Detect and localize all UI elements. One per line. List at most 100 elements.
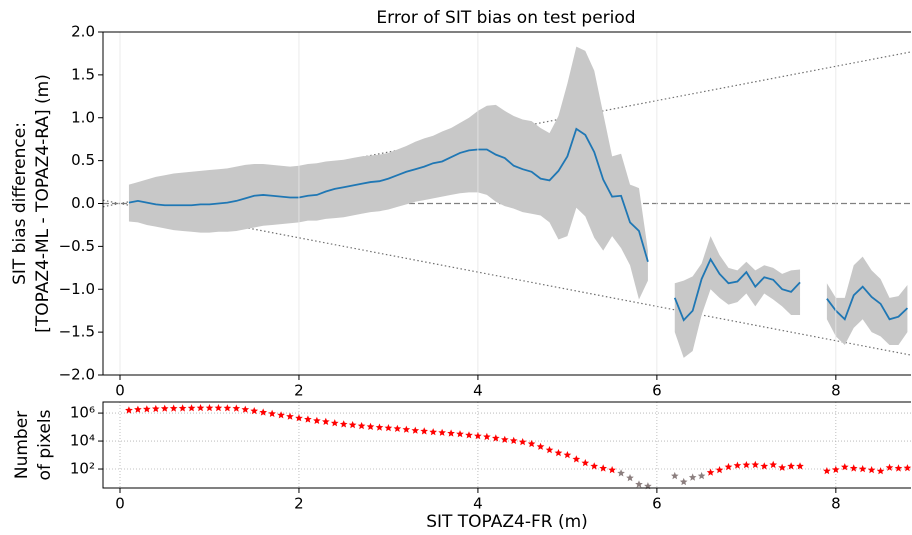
count-star (492, 434, 500, 442)
count-star (304, 415, 312, 423)
count-star (152, 404, 160, 413)
count-star (330, 419, 339, 427)
count-star (447, 429, 455, 437)
count-star (608, 466, 616, 474)
count-star (742, 461, 751, 469)
count-star (751, 460, 760, 469)
count-star (903, 464, 912, 472)
count-star (688, 473, 697, 481)
x-tick-label: 0 (115, 495, 125, 513)
count-star (438, 428, 446, 436)
axes-frame (102, 31, 911, 376)
count-star (232, 404, 241, 412)
y-tick-label: 10⁶ (70, 404, 95, 422)
count-star (545, 446, 554, 454)
y-tick-label: 0.5 (71, 151, 95, 169)
count-star (671, 471, 679, 480)
count-star (223, 404, 232, 412)
count-star (679, 477, 688, 486)
mean-line (128, 127, 909, 322)
count-star (474, 432, 482, 440)
count-star (599, 464, 607, 472)
count-star (241, 405, 250, 413)
count-star (411, 426, 420, 434)
count-star (626, 474, 634, 482)
y-tick-label: −1.5 (59, 323, 95, 341)
count-star (456, 430, 464, 438)
count-star (787, 462, 795, 470)
count-star (876, 467, 885, 475)
count-star (527, 439, 536, 448)
count-star (187, 404, 196, 412)
count-star (635, 480, 643, 488)
count-star (205, 404, 214, 412)
count-star (214, 404, 223, 412)
count-star (581, 459, 590, 467)
count-star (250, 407, 258, 415)
count-star (393, 424, 402, 432)
count-star (125, 406, 133, 414)
count-star (509, 436, 518, 444)
y-tick-label: 1.5 (71, 65, 95, 83)
x-tick-label: 6 (652, 382, 662, 400)
count-star (366, 422, 375, 430)
x-tick-label: 8 (831, 495, 841, 513)
count-star (796, 462, 804, 470)
x-tick-label: 8 (831, 382, 841, 400)
count-star (778, 463, 786, 471)
count-star (849, 464, 858, 472)
count-star (402, 425, 411, 433)
y-tick-label: 2.0 (71, 23, 95, 41)
count-star (563, 451, 572, 459)
count-star (143, 405, 151, 413)
count-star (572, 455, 581, 463)
count-star (286, 412, 294, 420)
x-axis-label: SIT TOPAZ4-FR (m) (426, 512, 588, 532)
x-tick-label: 2 (294, 495, 304, 513)
y-tick-label: 1.0 (71, 108, 95, 126)
y-axis-label: SIT bias difference: (10, 122, 30, 285)
count-star (697, 471, 706, 480)
count-star (375, 423, 384, 431)
y-tick-label: −1.0 (59, 280, 95, 298)
count-star (867, 466, 876, 474)
count-star (885, 463, 894, 471)
y-axis-label: Number (12, 411, 32, 479)
count-star (760, 462, 769, 470)
count-star (769, 460, 777, 469)
count-star (518, 438, 527, 446)
count-star (277, 411, 285, 419)
count-star (724, 462, 733, 471)
count-star (384, 424, 393, 432)
count-star (733, 461, 742, 469)
count-star (420, 427, 428, 435)
count-star (823, 467, 831, 475)
x-tick-label: 6 (652, 495, 662, 513)
count-star (322, 417, 330, 425)
x-tick-label: 2 (294, 382, 304, 400)
count-star (313, 416, 321, 424)
clip-group (103, 46, 912, 358)
error-band (128, 46, 908, 358)
count-star (169, 404, 178, 412)
count-star (590, 462, 598, 470)
count-star (465, 431, 473, 439)
plot-area: 0 2 4 6 8 10² 10⁴ 10⁶ Number of pixels SIT TOPAZ4-… (12, 401, 912, 532)
x-tick-label: 4 (473, 382, 483, 400)
count-star (706, 468, 715, 476)
count-star (178, 404, 187, 412)
count-star (268, 409, 276, 417)
count-star (715, 466, 724, 474)
count-star (429, 428, 437, 436)
chart-title: Error of SIT bias on test period (376, 8, 635, 28)
count-star (134, 405, 142, 413)
x-tick-label: 0 (115, 382, 125, 400)
count-star (894, 464, 903, 472)
count-star (196, 404, 205, 412)
y-tick-label: 10² (70, 460, 95, 478)
axes-frame (102, 401, 911, 489)
y-axis-label: of pixels (35, 409, 55, 480)
count-star (536, 442, 545, 450)
count-star (501, 435, 509, 443)
